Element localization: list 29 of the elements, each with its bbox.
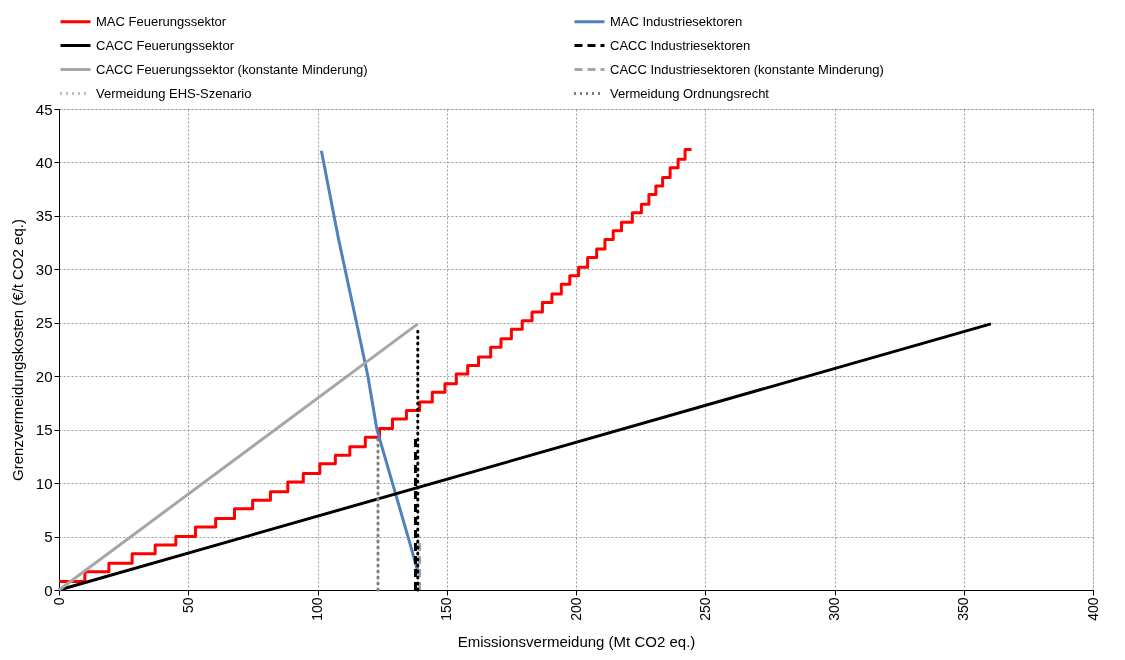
- x-tick-label: 200: [567, 597, 584, 621]
- x-tick-label: 0: [50, 597, 67, 606]
- legend-label: CACC Feuerungssektor (konstante Minderung): [96, 61, 368, 77]
- y-tick-label: 35: [35, 207, 53, 225]
- y-tick-label: 30: [35, 260, 53, 278]
- x-tick-label: 100: [309, 597, 325, 621]
- x-tick-label: 250: [696, 597, 713, 621]
- y-tick-label: 15: [35, 421, 53, 439]
- y-tick-label: 10: [35, 474, 53, 492]
- legend-label: MAC Industriesektoren: [610, 13, 743, 29]
- x-tick-label: 400: [1084, 597, 1101, 621]
- x-tick-label: 300: [826, 597, 842, 621]
- y-tick-label: 40: [35, 153, 53, 171]
- x-tick-label: 50: [179, 597, 196, 614]
- y-tick-label: 0: [44, 581, 53, 599]
- x-tick-label: 350: [955, 597, 972, 621]
- legend-label: CACC Industriesektoren: [610, 37, 751, 53]
- legend-label: Vermeidung Ordnungsrecht: [610, 85, 770, 101]
- legend-label: Vermeidung EHS-Szenario: [96, 85, 252, 101]
- y-tick-label: 45: [35, 100, 53, 118]
- legend-label: MAC Feuerungssektor: [96, 13, 227, 29]
- legend-label: CACC Feuerungssektor: [96, 37, 235, 53]
- y-axis-title: Grenzvermeidungskosten (€/t CO2 eq.): [8, 219, 26, 481]
- y-tick-label: 20: [35, 367, 53, 385]
- x-axis-title: Emissionsvermeidung (Mt CO2 eq.): [457, 632, 696, 650]
- y-tick-label: 5: [44, 528, 53, 546]
- x-tick-label: 150: [438, 597, 455, 621]
- y-tick-label: 25: [35, 314, 53, 332]
- legend-label: CACC Industriesektoren (konstante Minderung): [610, 61, 884, 77]
